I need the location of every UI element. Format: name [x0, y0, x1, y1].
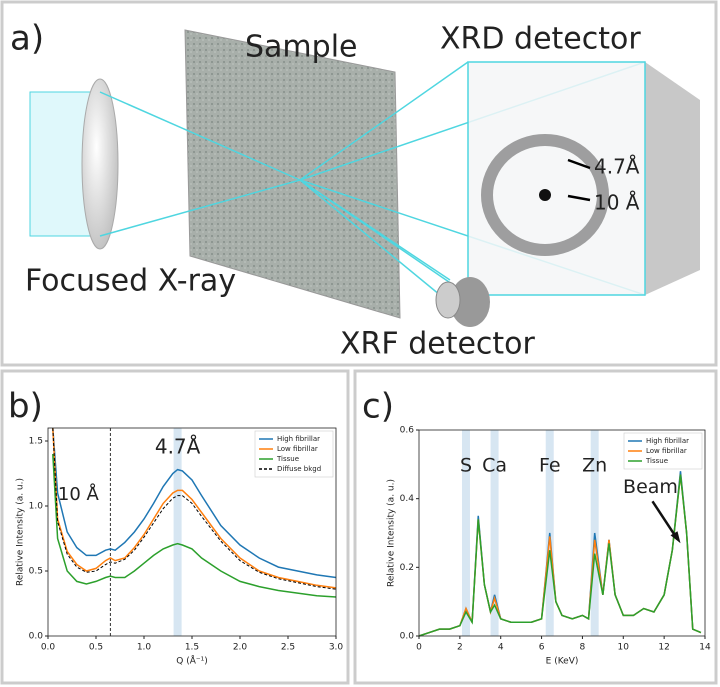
x-tick-label: 0: [416, 643, 422, 653]
legend-label: Tissue: [645, 457, 668, 465]
x-tick-label: 2.0: [233, 643, 248, 653]
x-tick-label: 2: [457, 643, 463, 653]
x-tick-label: 8: [580, 643, 586, 653]
series-line: [52, 427, 337, 579]
arrow: [567, 194, 591, 202]
xrf-detector: [450, 277, 490, 327]
reference-label: 10 Å: [58, 483, 100, 505]
y-tick-label: 0.4: [400, 494, 415, 504]
series-line: [418, 474, 702, 637]
xrf-detector-face: [435, 281, 461, 319]
panel-frame: [0, 369, 350, 685]
highlight-label: Fe: [539, 455, 561, 477]
x-tick-label: 0.5: [89, 643, 103, 653]
legend-label: High fibrillar: [646, 437, 689, 445]
x-tick-label: 4: [498, 643, 504, 653]
sample-label: Sample: [245, 30, 358, 65]
legend-label: Low fibrillar: [646, 447, 687, 455]
y-tick-label: 1.5: [29, 437, 43, 447]
panel-label: a): [10, 19, 44, 59]
y-tick-label: 0.0: [400, 632, 415, 642]
x-tick-label: 14: [699, 643, 711, 653]
diffraction-ring: [481, 134, 609, 256]
y-tick-label: 0.5: [29, 567, 43, 577]
x-tick-label: 10: [618, 643, 630, 653]
x-tick-label: 12: [658, 643, 669, 653]
y-tick-label: 1.0: [29, 502, 44, 512]
x-axis-label: Q (Å⁻¹): [176, 655, 207, 667]
highlight-label: 4.7Å: [155, 435, 201, 459]
diagram: a) Sample XRD detector Focused X-ray XRF…: [8, 19, 700, 427]
y-tick-label: 0.6: [400, 426, 415, 436]
highlight-band: [490, 430, 499, 636]
legend-label: Low fibrillar: [277, 445, 318, 453]
x-tick-label: 6: [539, 643, 545, 653]
x-axis-label: E (KeV): [546, 657, 579, 667]
legend-label: Diffuse bkgd: [277, 465, 321, 473]
legend-label: High fibrillar: [277, 435, 320, 443]
series-line: [52, 427, 337, 590]
annotation-arrow: [651, 500, 679, 540]
x-tick-label: 1.0: [137, 643, 152, 653]
highlight-band: [173, 428, 182, 636]
panel-frame: [0, 0, 718, 367]
panel-frame: [353, 369, 718, 685]
highlight-label: Zn: [582, 455, 607, 477]
y-tick-label: 0.0: [29, 632, 44, 642]
ring-label: 10 Å: [594, 191, 640, 215]
y-axis-label: Relative Intensity (a. u.): [387, 479, 397, 587]
x-tick-label: 2.5: [281, 643, 295, 653]
y-tick-label: 0.2: [400, 563, 414, 573]
highlight-label: Ca: [482, 455, 507, 477]
xray-label: Focused X-ray: [25, 264, 236, 299]
detector-label: XRD detector: [440, 22, 641, 57]
lens: [81, 78, 119, 250]
plot-frame: [418, 429, 706, 637]
sample: [184, 29, 401, 319]
annotation-arrowhead: [670, 531, 681, 544]
x-tick-label: 1.5: [185, 643, 199, 653]
highlight-label: S: [460, 455, 472, 477]
panel-label: b): [8, 387, 43, 427]
annotation-label: Beam: [623, 476, 678, 498]
series-line: [52, 427, 337, 589]
xrf-label: XRF detector: [340, 327, 536, 362]
xrd-detector: [467, 61, 646, 296]
series-line: [52, 453, 337, 598]
arrow: [567, 158, 591, 170]
y-axis-label: Relative Intensity (a. u.): [16, 478, 26, 586]
diffraction-center: [539, 189, 551, 201]
detector-side: [645, 62, 700, 295]
legend-label: Tissue: [276, 455, 299, 463]
x-tick-label: 0.0: [41, 643, 56, 653]
x-tick-label: 3.0: [329, 643, 344, 653]
ring-label: 4.7Å: [594, 155, 640, 179]
highlight-band: [461, 430, 470, 636]
panel-label: c): [362, 387, 394, 427]
